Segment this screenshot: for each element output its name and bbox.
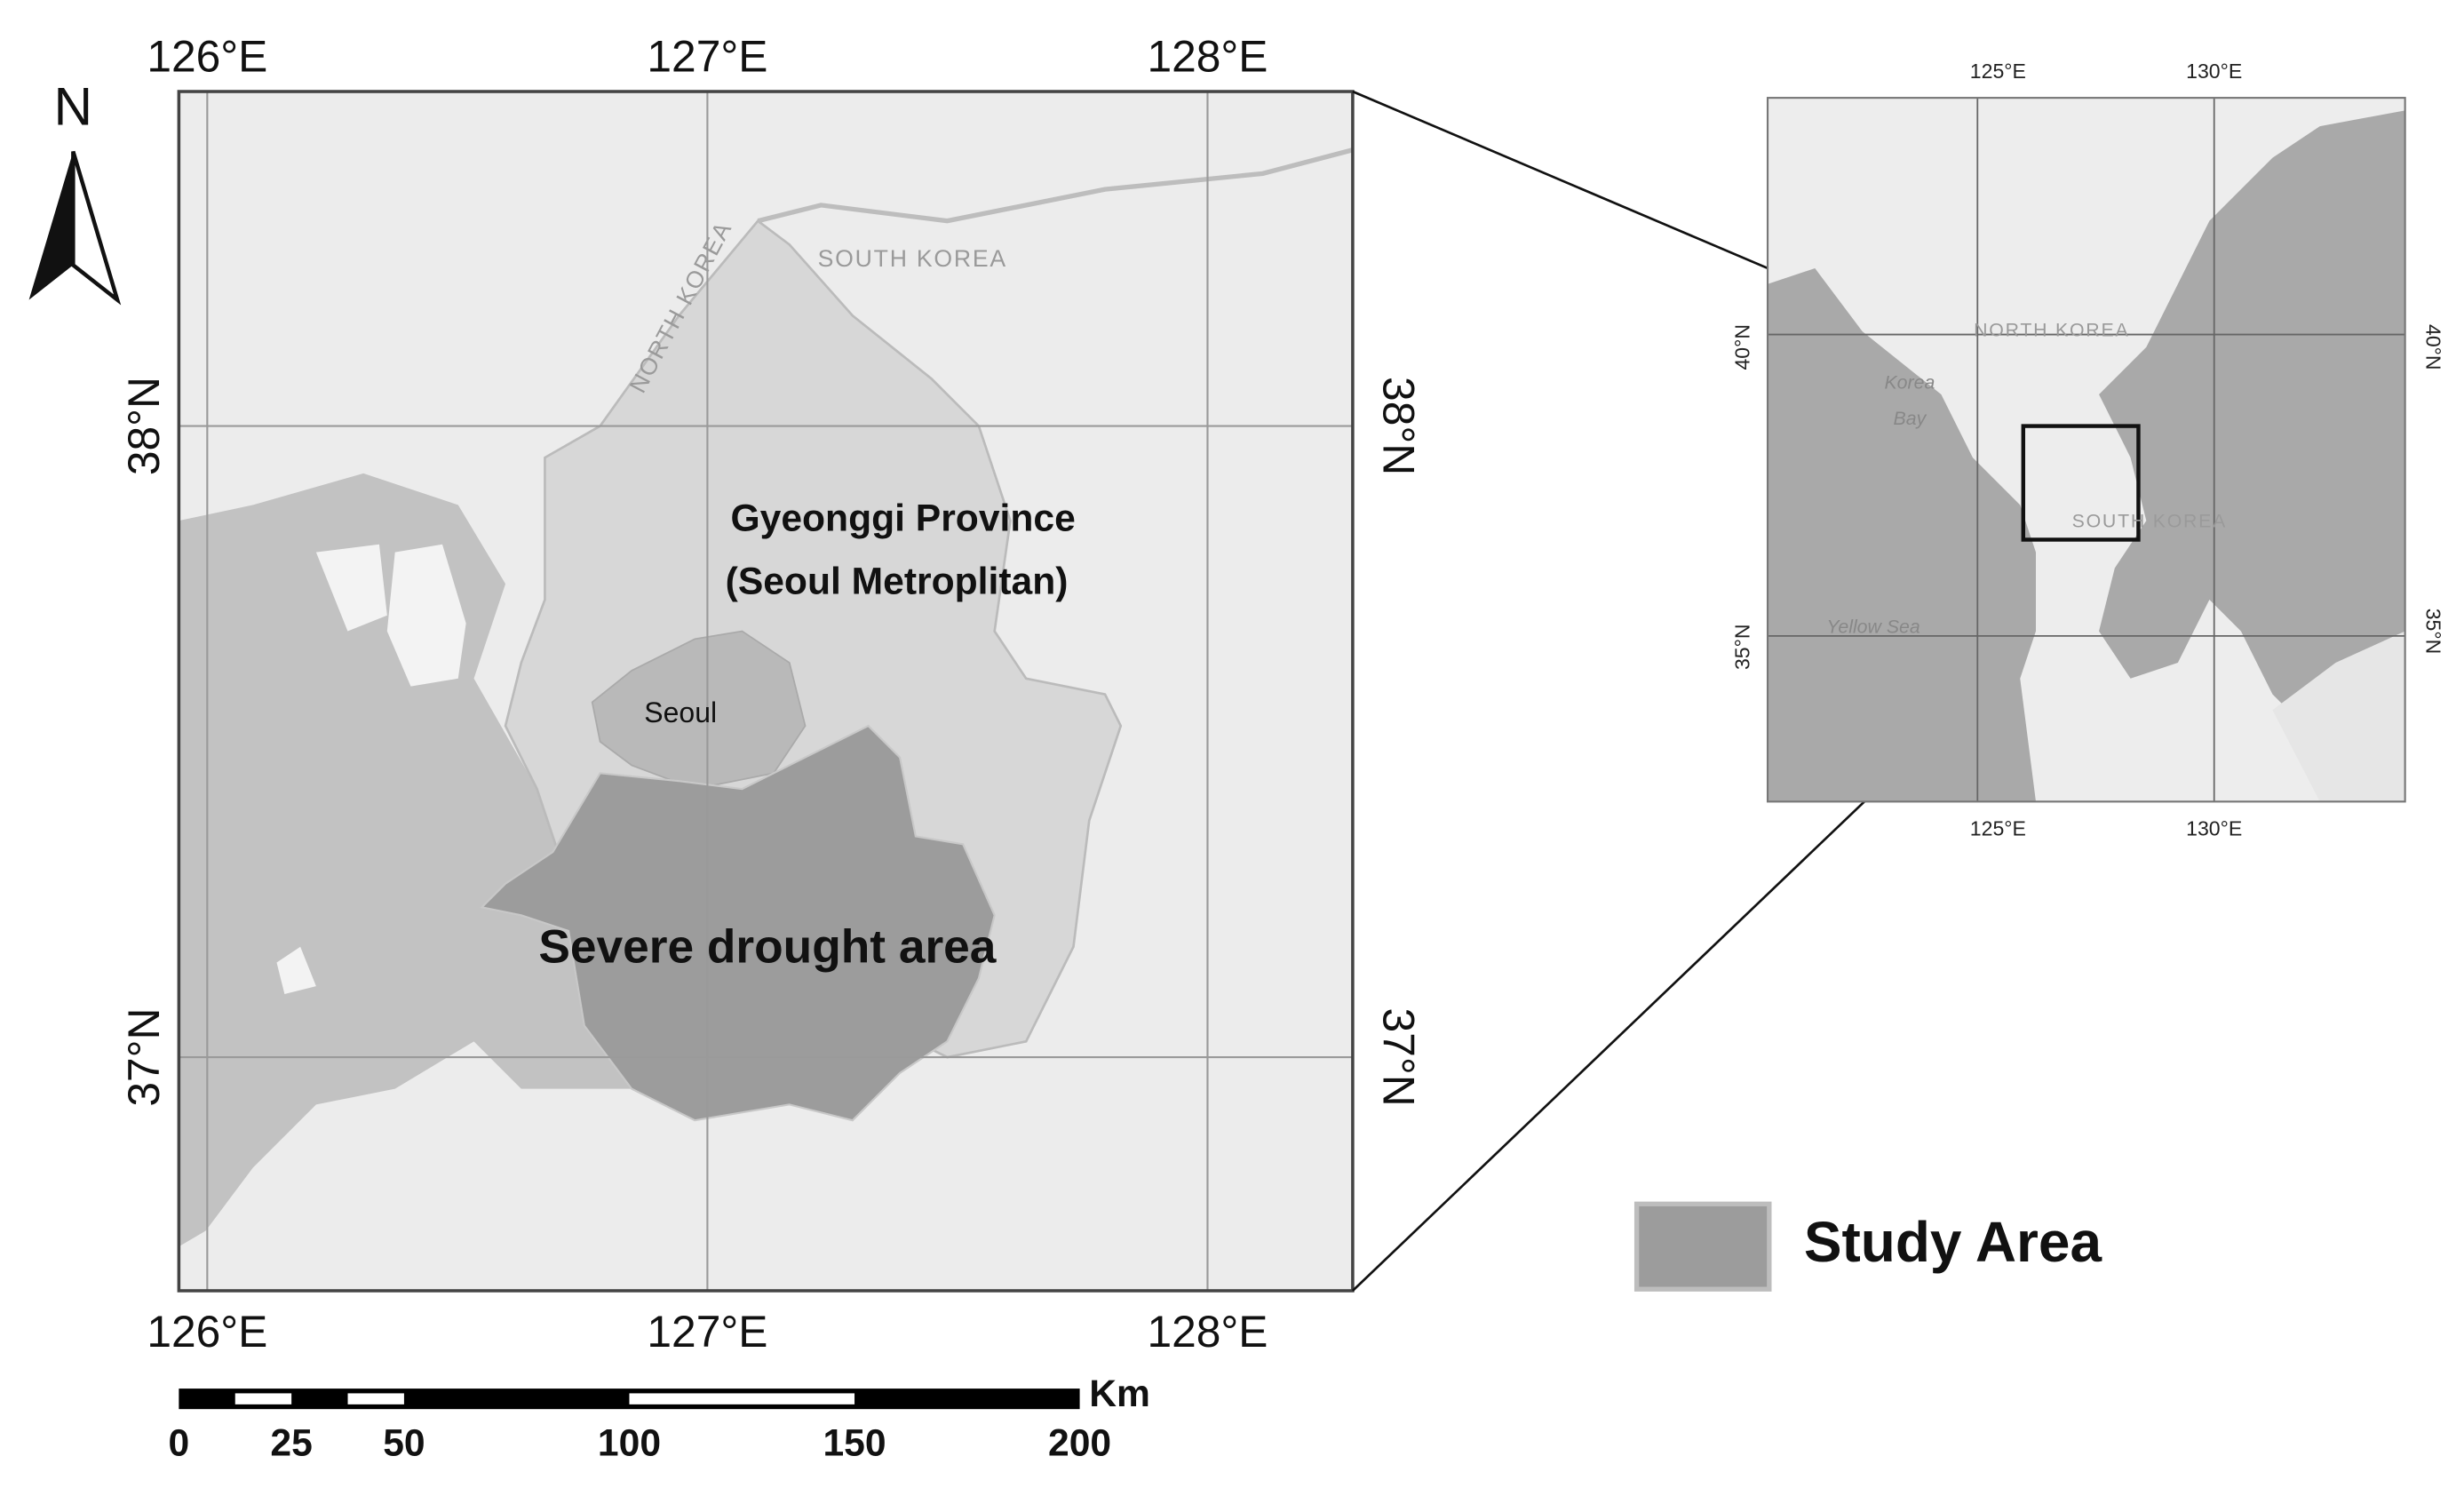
scale-tick-label: 200	[1048, 1421, 1111, 1464]
scale-segment	[347, 1393, 404, 1404]
lon-label: 127°E	[647, 1307, 767, 1357]
lat-label: 37°N	[119, 1008, 169, 1107]
place-label: SOUTH KOREA	[818, 245, 1007, 272]
scale-segment	[234, 1393, 292, 1404]
lon-label: 126°E	[147, 1307, 267, 1357]
place-label: Bay	[1894, 408, 1927, 429]
lat-label: 35°N	[1730, 624, 1753, 670]
scale-tick-label: 25	[270, 1421, 312, 1464]
lat-label: 40°N	[2422, 324, 2445, 370]
place-label: Seoul	[644, 696, 717, 728]
place-label: (Seoul Metroplitan)	[726, 560, 1069, 602]
north-label: N	[54, 76, 93, 136]
place-label: Korea	[1884, 371, 1935, 393]
place-label: Severe drought area	[538, 920, 996, 973]
legend: Study Area	[1633, 1201, 2102, 1292]
lon-label: 128°E	[1147, 32, 1268, 82]
lon-label: 126°E	[147, 32, 267, 82]
place-label: SOUTH KOREA	[2072, 511, 2228, 532]
inset-map: 125°E 130°E 125°E 130°E 40°N 35°N 40°N 3…	[1730, 60, 2444, 840]
legend-label: Study Area	[1804, 1210, 2102, 1274]
lat-label: 35°N	[2422, 609, 2445, 655]
inset-labels: 125°E 130°E 125°E 130°E 40°N 35°N 40°N 3…	[1730, 60, 2444, 840]
lon-label: 125°E	[1970, 60, 2026, 83]
legend-swatch	[1633, 1201, 1772, 1292]
scale-tick-label: 0	[169, 1421, 190, 1464]
main-top-labels: 126°E 127°E 128°E 126°E 127°E 128°E 38°N…	[119, 32, 1424, 1357]
place-label: Gyeonggi Province	[730, 497, 1075, 539]
scale-tick-label: 100	[598, 1421, 661, 1464]
north-arrow: N	[28, 76, 122, 306]
lon-label: 128°E	[1147, 1307, 1268, 1357]
inset-graticule	[1768, 98, 2405, 802]
lon-label: 130°E	[2186, 60, 2242, 83]
main-map: 126°E 127°E 128°E 126°E 127°E 128°E 38°N…	[119, 32, 1424, 1357]
graticule	[179, 92, 1353, 1291]
scale-tick-label: 150	[823, 1421, 886, 1464]
scale-segment	[629, 1393, 855, 1404]
lon-label: 127°E	[647, 32, 767, 82]
lon-label: 130°E	[2186, 816, 2242, 839]
lat-label: 38°N	[119, 377, 169, 475]
lon-label: 125°E	[1970, 816, 2026, 839]
lat-label: 40°N	[1730, 324, 1753, 370]
scale-tick-label: 50	[383, 1421, 425, 1464]
scale-bar: Km 0 25 50 100 150 200	[169, 1373, 1150, 1464]
place-label: Yellow Sea	[1826, 617, 1920, 638]
lat-label: 38°N	[1374, 377, 1424, 475]
place-label: NORTH KOREA	[1974, 320, 2129, 341]
lat-label: 37°N	[1374, 1008, 1424, 1107]
scale-unit: Km	[1089, 1373, 1150, 1415]
